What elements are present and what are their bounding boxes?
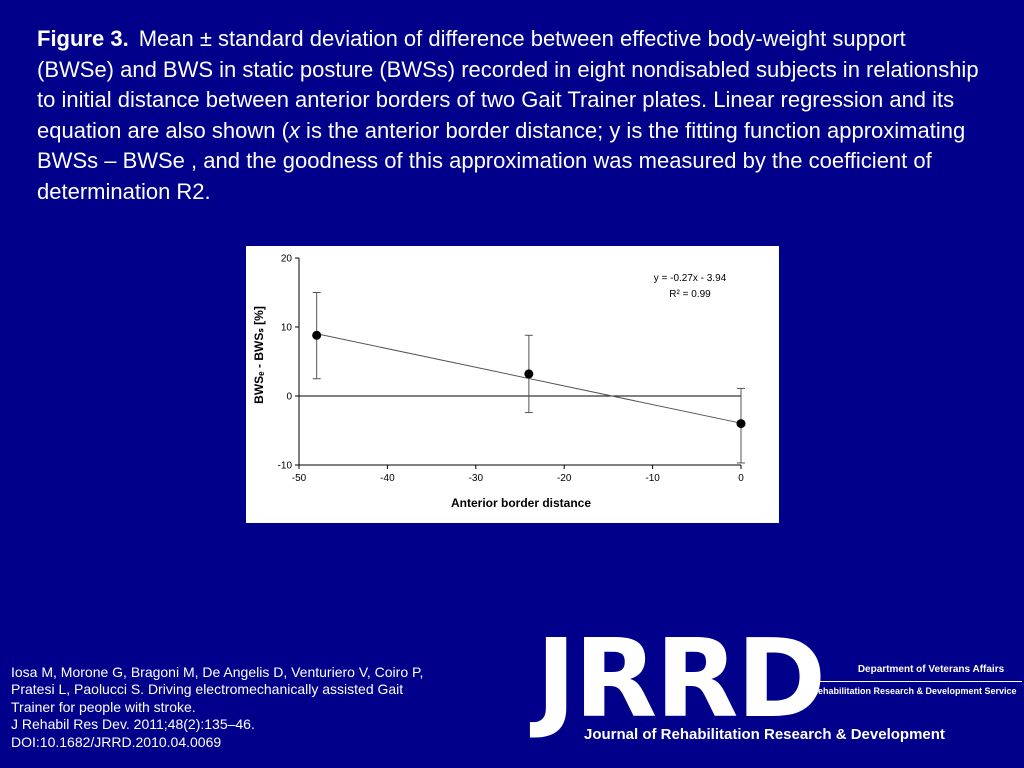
data-point xyxy=(736,419,746,429)
caption-text-part2: is the anterior border distance; y is th… xyxy=(37,117,966,204)
figure-caption: Figure 3. Mean ± standard deviation of di… xyxy=(37,24,987,207)
x-tick-label: -10 xyxy=(645,473,660,484)
logo-department: Department of Veterans Affairs xyxy=(857,664,1005,675)
caption-italic-x: x xyxy=(288,117,300,143)
citation: Iosa M, Morone G, Bragoni M, De Angelis … xyxy=(11,664,531,751)
citation-line-2: Pratesi L, Paolucci S. Driving electrome… xyxy=(11,681,404,698)
figure-label: Figure 3. xyxy=(37,26,129,51)
jrrd-logo: JRRD Department of Veterans Affairs Reha… xyxy=(536,626,1024,768)
y-tick-label: 0 xyxy=(286,392,292,403)
x-tick-label: -50 xyxy=(292,473,307,484)
citation-line-4: J Rehabil Res Dev. 2011;48(2):135–46. xyxy=(11,716,255,733)
data-point xyxy=(524,369,534,379)
y-axis-label: BWSₑ - BWSₛ [%] xyxy=(252,306,266,404)
x-tick-label: -30 xyxy=(469,473,484,484)
x-tick-label: 0 xyxy=(738,473,744,484)
data-point xyxy=(312,330,322,340)
y-tick-label: 20 xyxy=(281,254,293,265)
chart-panel: BWSₑ - BWSₛ [%] Anterior border distance… xyxy=(246,246,779,523)
regression-chart: BWSₑ - BWSₛ [%] Anterior border distance… xyxy=(252,254,746,510)
citation-line-5: DOI:10.1682/JRRD.2010.04.0069 xyxy=(11,733,222,750)
citation-line-3: Trainer for people with stroke. xyxy=(11,698,196,715)
y-tick-label: 10 xyxy=(281,323,293,334)
citation-line-1: Iosa M, Morone G, Bragoni M, De Angelis … xyxy=(11,664,424,680)
r-squared-label: R² = 0.99 xyxy=(669,289,711,300)
logo-wordmark: JRRD xyxy=(536,617,826,742)
x-axis-label: Anterior border distance xyxy=(451,496,591,510)
logo-journal-name: Journal of Rehabilitation Research & Dev… xyxy=(584,726,945,743)
x-tick-label: -20 xyxy=(557,473,572,484)
caption-text-part1: Mean ± standard deviation of difference … xyxy=(37,26,979,143)
regression-equation: y = -0.27x - 3.94 xyxy=(654,273,727,284)
logo-service: Rehabilitation Research & Development Se… xyxy=(811,686,1017,696)
y-tick-label: -10 xyxy=(278,461,293,472)
x-tick-label: -40 xyxy=(380,473,395,484)
logo-divider xyxy=(806,681,1022,682)
